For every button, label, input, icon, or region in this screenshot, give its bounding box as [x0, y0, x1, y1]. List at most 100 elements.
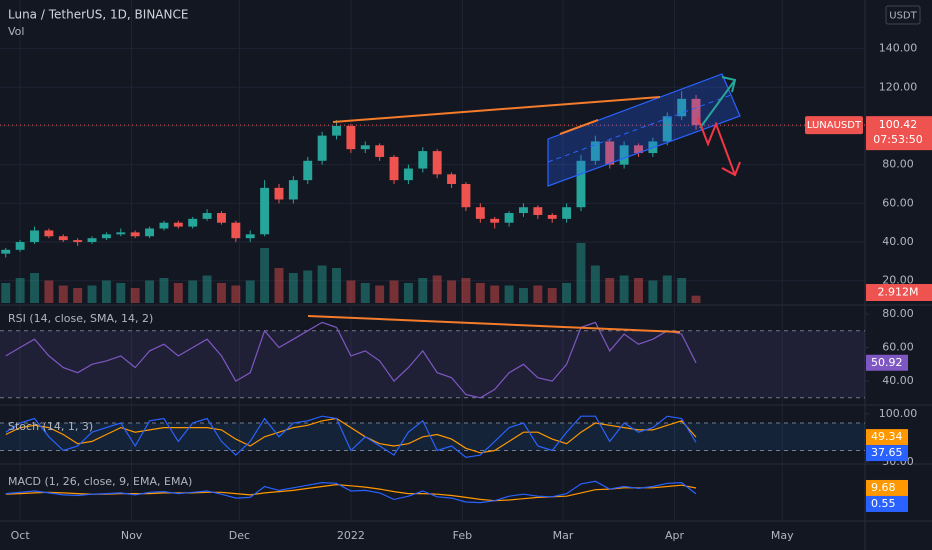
- y-tick-label: 120.00: [879, 80, 918, 93]
- indicator-line: [5, 417, 697, 454]
- volume-bar: [346, 280, 356, 303]
- candle-body: [101, 234, 111, 239]
- volume-bar: [490, 285, 500, 303]
- candle-body: [332, 125, 341, 136]
- volume-bar: [360, 283, 370, 303]
- y-tick-label: 140.00: [879, 42, 918, 55]
- candle-body: [403, 168, 413, 181]
- band-fill: [0, 423, 865, 451]
- volume-bar: [605, 278, 615, 303]
- y-tick-label: 60.00: [882, 196, 914, 209]
- volume-bar: [58, 285, 68, 303]
- candle-body: [231, 222, 241, 239]
- volume-bar: [432, 275, 442, 303]
- volume-bar: [245, 280, 255, 303]
- candle-body: [73, 240, 83, 243]
- candle-body: [188, 218, 198, 227]
- candle-body: [346, 125, 356, 150]
- arrow-up: [699, 79, 736, 129]
- candle-body: [1, 249, 11, 254]
- candle-body: [173, 222, 183, 227]
- value-box: [866, 445, 908, 462]
- candle-body: [605, 141, 615, 165]
- candle-body: [202, 213, 212, 219]
- y-tick-label: 100.00: [879, 407, 918, 420]
- pane-title: MACD (1, 26, close, 9, EMA, EMA): [8, 475, 192, 488]
- x-tick-label: Oct: [11, 529, 31, 542]
- candle-body: [677, 98, 687, 117]
- candle-body: [562, 207, 572, 219]
- x-tick-label: Mar: [553, 529, 574, 542]
- candle-body: [317, 135, 327, 161]
- volume-bar: [101, 280, 111, 303]
- candle-body: [217, 213, 226, 223]
- volume-bar: [648, 280, 658, 303]
- candle-body: [619, 145, 629, 165]
- volume-bar: [461, 278, 471, 303]
- volume-bar: [389, 280, 399, 303]
- y-tick-label: 40.00: [882, 235, 914, 248]
- volume-bar: [116, 283, 126, 303]
- volume-bar: [173, 283, 183, 303]
- volume-bar: [662, 275, 672, 303]
- volume-title: Vol: [8, 25, 24, 38]
- currency: USDT: [889, 11, 917, 22]
- candle-body: [260, 187, 270, 235]
- volume-bar: [475, 283, 485, 303]
- candle-body: [288, 180, 298, 200]
- currency-box: [885, 5, 921, 25]
- last-value: 37.65: [871, 446, 903, 459]
- volume-bar: [87, 285, 97, 303]
- volume-bar: [332, 268, 341, 303]
- volume-bar: [44, 280, 54, 303]
- band-fill: [0, 330, 865, 398]
- volume-last: 2.912M: [878, 286, 919, 299]
- candle-body: [389, 156, 399, 181]
- value-box: [866, 429, 908, 446]
- last-value: 9.68: [871, 481, 896, 494]
- volume-bar: [418, 278, 428, 303]
- candle-body: [274, 187, 284, 200]
- volume-bar: [533, 285, 543, 303]
- x-tick-label: 2022: [337, 529, 365, 542]
- trend-line: [559, 119, 599, 135]
- x-tick-label: May: [771, 529, 794, 542]
- volume-bar: [274, 268, 284, 303]
- candle-body: [30, 230, 39, 243]
- volume-bar: [231, 285, 241, 303]
- symbol-box: [805, 116, 863, 135]
- candle-body: [576, 160, 586, 208]
- volume-bar: [504, 285, 514, 303]
- candle-body: [116, 232, 126, 235]
- symbol-label: LUNAUSDT: [807, 120, 862, 131]
- candle-body: [504, 213, 514, 223]
- volume-bar: [188, 280, 198, 303]
- candle-body: [360, 145, 370, 150]
- candle-body: [490, 218, 500, 223]
- volume-bar: [288, 273, 298, 303]
- volume-bar: [576, 243, 586, 303]
- indicator-line: [5, 483, 697, 502]
- indicator-line: [5, 415, 697, 459]
- volume-box: [866, 284, 932, 301]
- y-tick-label: 80.00: [882, 307, 914, 320]
- candle-body: [447, 174, 457, 185]
- y-tick-label: 40.00: [882, 374, 914, 387]
- x-tick-label: Dec: [229, 529, 250, 542]
- candle-body: [87, 238, 97, 243]
- volume-bar: [159, 278, 169, 303]
- chart-title: Luna / TetherUS, 1D, BINANCE: [8, 8, 188, 22]
- candle-body: [533, 207, 543, 215]
- volume-bar: [547, 288, 557, 303]
- last-value: 49.34: [871, 430, 903, 443]
- volume-bar: [375, 285, 385, 303]
- volume-bar: [145, 280, 155, 303]
- candle-body: [691, 98, 701, 126]
- volume-bar: [403, 283, 413, 303]
- candle-body: [519, 207, 528, 214]
- volume-bar: [447, 280, 457, 303]
- y-tick-label: 20.00: [882, 274, 914, 287]
- candle-body: [44, 230, 54, 237]
